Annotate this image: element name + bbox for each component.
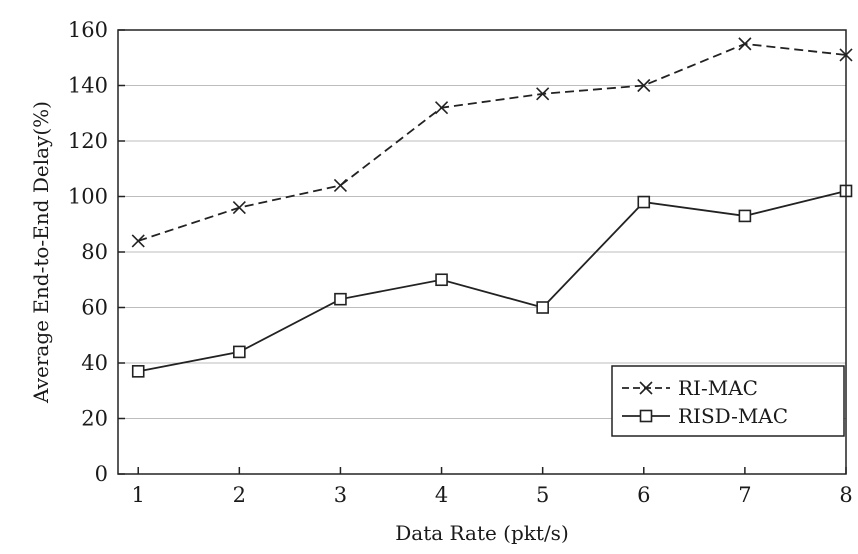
point-risd-mac-2 — [233, 345, 246, 359]
point-ri-mac-4-stroke-b — [434, 101, 449, 115]
x-axis-title: Data Rate (pkt/s) — [395, 521, 569, 545]
legend: RI-MAC RISD-MAC — [611, 365, 845, 437]
series-risd-mac — [131, 184, 853, 378]
grid-lines — [118, 85, 846, 419]
point-ri-mac-6-stroke-b — [637, 78, 651, 93]
legend-marker-risd-mac — [639, 409, 653, 423]
point-ri-mac-5-stroke-b — [536, 87, 550, 101]
x-axis-ticks: 1 2 3 4 5 6 7 8 — [132, 467, 853, 507]
point-risd-mac-1 — [131, 365, 145, 378]
point-ri-mac-3 — [333, 178, 348, 192]
x-tick-label-1: 1 — [132, 483, 145, 507]
point-ri-mac-6 — [637, 78, 651, 93]
legend-marker-ri-mac — [639, 381, 653, 395]
y-tick-label-100: 100 — [68, 185, 108, 209]
point-ri-mac-2-stroke-b — [232, 201, 246, 215]
x-tick-label-2: 2 — [233, 483, 246, 507]
y-tick-label-0: 0 — [95, 462, 108, 486]
series-line-ri-mac — [137, 42, 847, 242]
x-tick-label-7: 7 — [738, 483, 751, 507]
point-ri-mac-7-stroke-b — [738, 37, 752, 51]
point-ri-mac-1 — [131, 234, 145, 248]
point-ri-mac-7 — [738, 37, 752, 51]
x-tick-label-5: 5 — [536, 483, 549, 507]
x-tick-label-8: 8 — [839, 483, 852, 507]
point-ri-mac-5 — [536, 87, 550, 101]
plot-frame — [117, 29, 847, 475]
x-tick-label-4: 4 — [435, 483, 448, 507]
y-tick-label-80: 80 — [81, 240, 108, 264]
y-axis-ticks: 0 20 40 60 80 100 120 140 160 — [68, 18, 125, 486]
point-risd-mac-5 — [536, 301, 549, 314]
series-layer — [131, 37, 853, 378]
point-ri-mac-4 — [434, 101, 449, 115]
point-risd-mac-7 — [738, 209, 752, 223]
series-line-risd-mac — [138, 190, 847, 373]
point-risd-mac-4 — [435, 273, 448, 287]
point-ri-mac-3-stroke-b — [333, 178, 348, 192]
y-tick-label-20: 20 — [81, 407, 108, 431]
y-axis-title: Average End-to-End Delay(%) — [29, 101, 53, 404]
legend-entry-risd-mac: RISD-MAC — [622, 404, 788, 428]
point-ri-mac-1-stroke-b — [131, 234, 145, 248]
legend-box — [611, 365, 845, 437]
y-tick-label-120: 120 — [68, 129, 108, 153]
legend-entry-ri-mac: RI-MAC — [622, 376, 758, 400]
legend-label-risd-mac: RISD-MAC — [678, 404, 788, 428]
y-tick-label-40: 40 — [81, 351, 108, 375]
y-tick-label-160: 160 — [68, 18, 108, 42]
point-ri-mac-2 — [232, 201, 246, 215]
legend-marker-ri-mac-stroke-b — [639, 381, 653, 395]
point-risd-mac-3 — [334, 292, 347, 306]
y-tick-label-140: 140 — [68, 74, 108, 98]
x-tick-label-3: 3 — [334, 483, 347, 507]
legend-label-ri-mac: RI-MAC — [678, 376, 758, 400]
x-tick-label-6: 6 — [637, 483, 650, 507]
y-tick-label-60: 60 — [81, 296, 108, 320]
point-risd-mac-6 — [637, 195, 651, 209]
